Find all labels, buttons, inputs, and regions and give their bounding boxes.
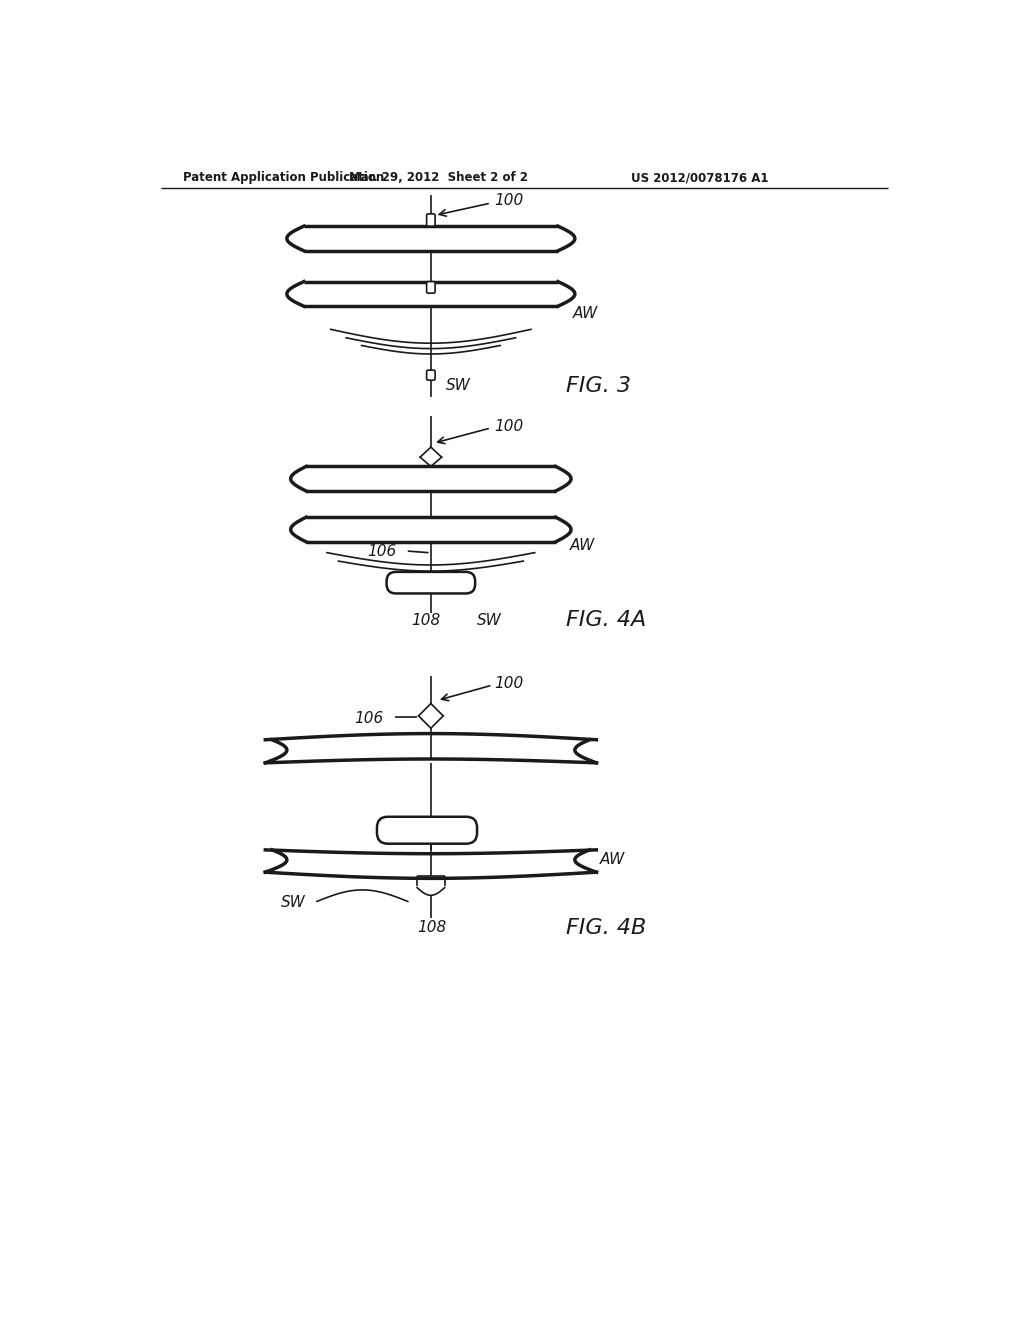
Text: 108: 108 [412, 612, 441, 628]
Text: FIG. 3: FIG. 3 [565, 376, 631, 396]
Text: AW: AW [600, 851, 626, 867]
Text: SW: SW [477, 612, 502, 628]
Text: FIG. 4A: FIG. 4A [565, 610, 646, 631]
Text: AW: AW [569, 539, 595, 553]
FancyBboxPatch shape [427, 370, 435, 380]
Text: Mar. 29, 2012  Sheet 2 of 2: Mar. 29, 2012 Sheet 2 of 2 [349, 172, 528, 185]
Text: FIG. 4B: FIG. 4B [565, 917, 646, 937]
Text: 108: 108 [417, 920, 446, 935]
Text: 100: 100 [494, 193, 523, 209]
Text: US 2012/0078176 A1: US 2012/0078176 A1 [631, 172, 769, 185]
FancyBboxPatch shape [427, 281, 435, 293]
FancyBboxPatch shape [377, 817, 477, 843]
Text: 100: 100 [494, 676, 523, 692]
Text: AW: AW [573, 306, 599, 322]
Text: Patent Application Publication: Patent Application Publication [183, 172, 384, 185]
Text: 106: 106 [354, 710, 383, 726]
Text: 106: 106 [368, 544, 397, 558]
Text: SW: SW [281, 895, 305, 911]
Text: SW: SW [446, 378, 471, 393]
Text: 100: 100 [494, 418, 523, 434]
FancyBboxPatch shape [427, 214, 435, 226]
FancyBboxPatch shape [387, 572, 475, 594]
